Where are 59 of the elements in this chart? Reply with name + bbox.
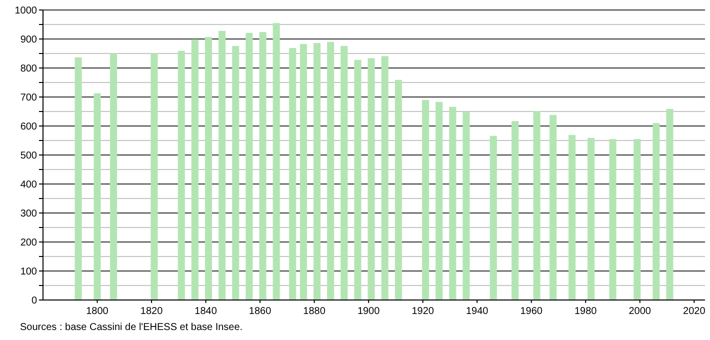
- y-tick-label: 200: [20, 238, 38, 248]
- y-tick-label: 900: [20, 34, 38, 46]
- bar: [462, 112, 470, 300]
- y-tick-label: 800: [20, 64, 38, 74]
- x-tick-label: 1840: [194, 306, 218, 317]
- x-tick-label: 1880: [303, 306, 326, 317]
- source-note: Sources : base Cassini de l'EHESS et base Insee.: [20, 322, 243, 333]
- bar: [394, 80, 402, 300]
- y-tick-label: 500: [20, 150, 38, 162]
- bar: [110, 53, 118, 300]
- y-tick-label: 100: [20, 266, 38, 278]
- y-tick-label: 0: [31, 296, 38, 306]
- x-tick-label: 1900: [357, 306, 380, 317]
- bar: [422, 100, 430, 300]
- bar: [490, 136, 497, 300]
- x-tick-label: 1960: [520, 306, 543, 317]
- y-tick-label: 400: [20, 180, 38, 190]
- bar: [259, 32, 266, 300]
- x-tick-label: 2000: [628, 306, 652, 317]
- bar: [232, 46, 240, 300]
- bar: [512, 121, 519, 300]
- bar: [354, 60, 362, 300]
- bar: [533, 110, 540, 300]
- x-tick-label: 2020: [683, 306, 706, 317]
- bar: [150, 53, 158, 300]
- bar: [74, 57, 82, 300]
- bar: [666, 108, 674, 300]
- bar: [340, 46, 348, 300]
- bar: [94, 93, 101, 300]
- bar: [246, 32, 253, 300]
- x-tick-label: 1860: [248, 306, 272, 317]
- bar: [272, 23, 280, 300]
- x-tick-label: 1820: [140, 306, 164, 317]
- y-tick-label: 700: [20, 92, 38, 104]
- bar: [368, 58, 375, 300]
- bar: [218, 30, 226, 300]
- bar: [204, 36, 212, 300]
- bar: [327, 42, 334, 300]
- bar: [588, 138, 595, 300]
- bar: [568, 134, 576, 300]
- x-tick-label: 1980: [574, 306, 598, 317]
- bar: [289, 48, 296, 300]
- y-tick-label: 1000: [14, 6, 38, 16]
- y-tick-label: 300: [20, 208, 38, 220]
- y-tick-label: 600: [20, 122, 38, 132]
- x-tick-label: 1800: [86, 306, 109, 317]
- x-tick-label: 1920: [412, 306, 434, 317]
- bar: [300, 44, 307, 300]
- bar: [609, 139, 616, 300]
- x-tick-label: 1940: [466, 306, 489, 317]
- bar: [449, 106, 456, 300]
- bar: [381, 56, 388, 300]
- bar: [191, 39, 198, 300]
- bar: [314, 43, 321, 300]
- bar: [652, 123, 660, 300]
- bar: [436, 102, 443, 300]
- bar: [634, 139, 641, 300]
- bar: [178, 50, 185, 300]
- bar: [550, 114, 557, 300]
